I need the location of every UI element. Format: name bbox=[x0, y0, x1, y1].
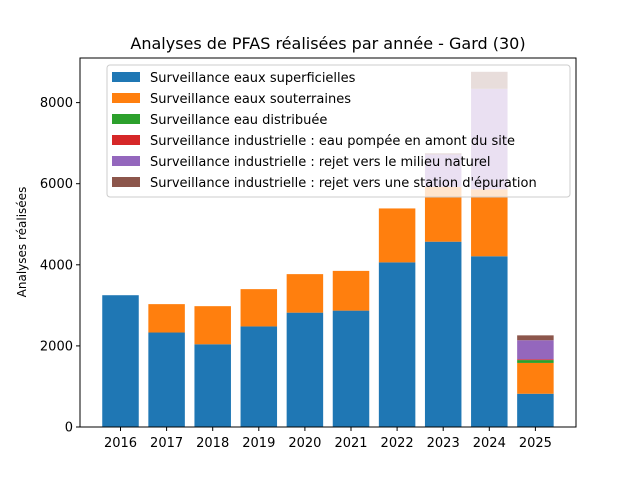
chart-title: Analyses de PFAS réalisées par année - G… bbox=[130, 34, 525, 53]
legend-label: Surveillance eaux superficielles bbox=[150, 71, 356, 86]
bar-2017-series-1 bbox=[148, 304, 185, 333]
bar-2021-series-0 bbox=[332, 310, 370, 427]
bar-2020-series-1 bbox=[286, 274, 324, 313]
bar-2018-series-0 bbox=[194, 344, 231, 427]
bar-2025-series-4 bbox=[517, 340, 554, 360]
bar-2025-series-3 bbox=[517, 359, 554, 361]
legend-label: Surveillance industrielle : rejet vers u… bbox=[150, 176, 537, 191]
bar-2022-series-1 bbox=[378, 208, 416, 263]
legend-label: Surveillance industrielle : eau pompée e… bbox=[150, 134, 515, 149]
bar-2025-series-2 bbox=[517, 360, 554, 363]
legend-label: Surveillance eaux souterraines bbox=[150, 92, 351, 107]
bar-2024-series-1 bbox=[471, 189, 508, 257]
y-tick-label: 8000 bbox=[40, 96, 73, 111]
bar-2022-series-0 bbox=[378, 262, 416, 427]
bar-2017-series-0 bbox=[148, 332, 185, 427]
legend-swatch bbox=[112, 114, 140, 124]
x-tick-label: 2019 bbox=[242, 436, 275, 451]
x-tick-label: 2022 bbox=[381, 436, 414, 451]
x-axis: 2016 2017 2018 2019 2020 2021 2022 2023 2024 2025 bbox=[104, 427, 552, 451]
bar-2019-series-1 bbox=[240, 289, 278, 327]
x-tick-label: 2018 bbox=[196, 436, 229, 451]
y-tick-label: 4000 bbox=[40, 258, 73, 273]
legend-swatch bbox=[112, 177, 140, 187]
legend-swatch bbox=[112, 72, 140, 82]
plot-frame bbox=[79, 57, 577, 428]
legend-swatch bbox=[112, 93, 140, 103]
bar-2018-series-1 bbox=[194, 306, 231, 345]
legend-label: Surveillance industrielle : rejet vers l… bbox=[150, 155, 491, 170]
bar-2020-series-0 bbox=[286, 312, 324, 427]
x-tick-label: 2021 bbox=[334, 436, 367, 451]
y-axis-label: Analyses réalisées bbox=[15, 187, 29, 298]
bar-2024-series-0 bbox=[471, 256, 508, 427]
x-tick-label: 2023 bbox=[427, 436, 460, 451]
x-tick-label: 2017 bbox=[150, 436, 183, 451]
bar-2021-series-1 bbox=[332, 270, 370, 311]
x-tick-label: 2020 bbox=[288, 436, 321, 451]
x-tick-label: 2025 bbox=[519, 436, 552, 451]
x-tick-label: 2024 bbox=[473, 436, 506, 451]
legend-label: Surveillance eau distribuée bbox=[150, 113, 327, 128]
y-tick-label: 6000 bbox=[40, 177, 73, 192]
bar-2025-series-1 bbox=[517, 362, 554, 394]
bar-2019-series-0 bbox=[240, 326, 278, 427]
y-tick-label: 0 bbox=[65, 421, 73, 436]
y-axis: 0 2000 4000 6000 8000 bbox=[40, 96, 80, 436]
y-tick-label: 2000 bbox=[40, 339, 73, 354]
bars-group bbox=[102, 71, 554, 427]
x-tick-label: 2016 bbox=[104, 436, 137, 451]
legend-swatch bbox=[112, 156, 140, 166]
legend-swatch bbox=[112, 135, 140, 145]
bar-2023-series-0 bbox=[424, 241, 462, 427]
bar-2016-series-0 bbox=[102, 295, 139, 427]
bar-2025-series-5 bbox=[517, 335, 554, 341]
legend-box bbox=[106, 64, 571, 198]
bar-2025-series-0 bbox=[517, 393, 554, 427]
legend: Surveillance eaux superficielles Surveill… bbox=[106, 64, 571, 198]
